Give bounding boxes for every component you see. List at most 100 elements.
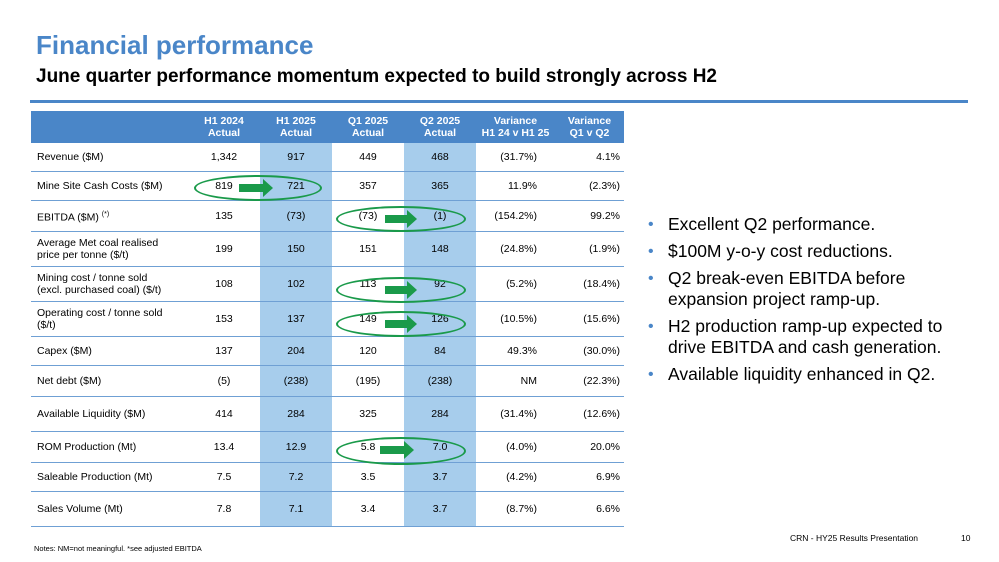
- table-cell: 6.6%: [555, 491, 624, 527]
- table-cell: 12.9: [260, 431, 332, 463]
- table-cell: 3.7: [404, 491, 476, 527]
- table-cell: 49.3%: [476, 336, 555, 366]
- table-cell: 120: [332, 336, 404, 366]
- table-cell: (238): [404, 365, 476, 397]
- page-title: Financial performance: [36, 30, 314, 60]
- table-row: Average Met coal realised price per tonne…: [31, 231, 624, 267]
- row-label-line1: Mining cost / tonne sold: [37, 272, 148, 284]
- row-label: Net debt ($M): [31, 365, 188, 397]
- table-cell: 151: [332, 231, 404, 267]
- table-cell: (8.7%): [476, 491, 555, 527]
- table-body: Revenue ($M) 1,342 917 449 468 (31.7%) 4.1% Min…: [31, 143, 624, 527]
- list-item-text: Q2 break-even EBITDA before expansion pr…: [668, 268, 906, 309]
- column-header-line2: Actual: [351, 127, 385, 139]
- page-subtitle: June quarter performance momentum expect…: [36, 66, 717, 87]
- table-cell: 20.0%: [555, 431, 624, 463]
- list-item: • Available liquidity enhanced in Q2.: [648, 364, 968, 385]
- row-label: Sales Volume (Mt): [31, 491, 188, 527]
- table-cell: 7.0: [404, 431, 476, 463]
- table-cell: (238): [260, 365, 332, 397]
- table-cell: 99.2%: [555, 200, 624, 232]
- column-header-line1: Q2 2025: [419, 115, 461, 127]
- table-cell: (12.6%): [555, 396, 624, 432]
- column-header: Q1 2025 Actual: [332, 111, 404, 143]
- footer-presentation-name: CRN - HY25 Results Presentation: [790, 533, 919, 543]
- table-row: Capex ($M) 137 204 120 84 49.3% (30.0%): [31, 336, 624, 366]
- table-cell: 7.2: [260, 462, 332, 492]
- column-header-line1: Q1 2025: [347, 115, 389, 127]
- list-item-text: $100M y-o-y cost reductions.: [668, 241, 893, 261]
- table-cell: (73): [260, 200, 332, 232]
- table-cell: (1.9%): [555, 231, 624, 267]
- table-cell: 84: [404, 336, 476, 366]
- column-header: Q2 2025 Actual: [404, 111, 476, 143]
- table-cell: 6.9%: [555, 462, 624, 492]
- row-label: Average Met coal realised price per tonne…: [31, 231, 188, 267]
- green-arrow-icon: [385, 315, 417, 333]
- bullet-icon: •: [648, 270, 654, 287]
- table-cell: (18.4%): [555, 266, 624, 302]
- row-label: Mine Site Cash Costs ($M): [31, 171, 188, 201]
- table-cell: (22.3%): [555, 365, 624, 397]
- table-cell: (154.2%): [476, 200, 555, 232]
- table-cell: (30.0%): [555, 336, 624, 366]
- table-cell: 468: [404, 143, 476, 172]
- table-cell: 135: [188, 200, 260, 232]
- header-label-cell: [31, 111, 188, 143]
- table-cell: 284: [404, 396, 476, 432]
- table-cell: (24.8%): [476, 231, 555, 267]
- table-cell: (31.7%): [476, 143, 555, 172]
- row-label: Saleable Production (Mt): [31, 462, 188, 492]
- financial-table: H1 2024 Actual H1 2025 Actual Q1 2025 Actual Q…: [31, 111, 624, 527]
- column-header-line2: Q1 v Q2: [569, 127, 610, 139]
- table-row: Sales Volume (Mt) 7.8 7.1 3.4 3.7 (8.7%) 6.6%: [31, 491, 624, 527]
- row-label-line1: Capex ($M): [37, 345, 92, 357]
- table-cell: 113: [332, 266, 404, 302]
- row-label-line1: Operating cost / tonne sold: [37, 307, 163, 319]
- table-cell: NM: [476, 365, 555, 397]
- table-cell: 108: [188, 266, 260, 302]
- row-label: Capex ($M): [31, 336, 188, 366]
- table-cell: 148: [404, 231, 476, 267]
- list-item-text: H2 production ramp-up expected to drive …: [668, 316, 943, 357]
- row-label: Available Liquidity ($M): [31, 396, 188, 432]
- row-label-line1: ROM Production (Mt): [37, 441, 137, 453]
- table-cell: 149: [332, 301, 404, 337]
- table-cell: (4.0%): [476, 431, 555, 463]
- table-cell: 11.9%: [476, 171, 555, 201]
- financial-table-container: H1 2024 Actual H1 2025 Actual Q1 2025 Actual Q…: [31, 111, 624, 537]
- table-cell: 449: [332, 143, 404, 172]
- row-label: Revenue ($M): [31, 143, 188, 172]
- table-cell: 137: [260, 301, 332, 337]
- table-cell: (195): [332, 365, 404, 397]
- column-header-line2: Actual: [423, 127, 457, 139]
- table-row: Mining cost / tonne sold (excl. purchased…: [31, 266, 624, 302]
- table-cell: 325: [332, 396, 404, 432]
- table-cell: 150: [260, 231, 332, 267]
- column-header-line2: H1 24 v H1 25: [481, 127, 550, 139]
- table-cell: (31.4%): [476, 396, 555, 432]
- table-cell: 365: [404, 171, 476, 201]
- row-label-line1: Mine Site Cash Costs ($M): [37, 180, 163, 192]
- row-label-line1: Sales Volume (Mt): [37, 503, 123, 515]
- green-arrow-icon: [380, 441, 414, 459]
- green-arrow-icon: [239, 179, 273, 197]
- column-header: Variance Q1 v Q2: [555, 111, 624, 143]
- bullet-icon: •: [648, 318, 654, 335]
- row-label-line1: EBITDA ($M): [37, 211, 99, 224]
- green-arrow-icon: [385, 210, 417, 228]
- table-cell: 7.5: [188, 462, 260, 492]
- row-label-line2: ($/t): [37, 319, 56, 331]
- table-header-row: H1 2024 Actual H1 2025 Actual Q1 2025 Actual Q…: [31, 111, 624, 143]
- key-points-list: • Excellent Q2 performance. • $100M y-o-y c…: [648, 214, 968, 391]
- table-cell: (10.5%): [476, 301, 555, 337]
- row-label-line1: Revenue ($M): [37, 151, 104, 163]
- page-number: 10: [961, 533, 971, 543]
- table-row: Mine Site Cash Costs ($M) 819 721 357 365 11.…: [31, 171, 624, 201]
- table-notes: Notes: NM=not meaningful. *see adjusted …: [34, 544, 202, 553]
- row-label-line1: Net debt ($M): [37, 375, 102, 387]
- table-row: Operating cost / tonne sold ($/t) 153 137 14…: [31, 301, 624, 337]
- title-divider: [30, 100, 968, 103]
- table-row: Revenue ($M) 1,342 917 449 468 (31.7%) 4.1%: [31, 143, 624, 172]
- table-cell: (5): [188, 365, 260, 397]
